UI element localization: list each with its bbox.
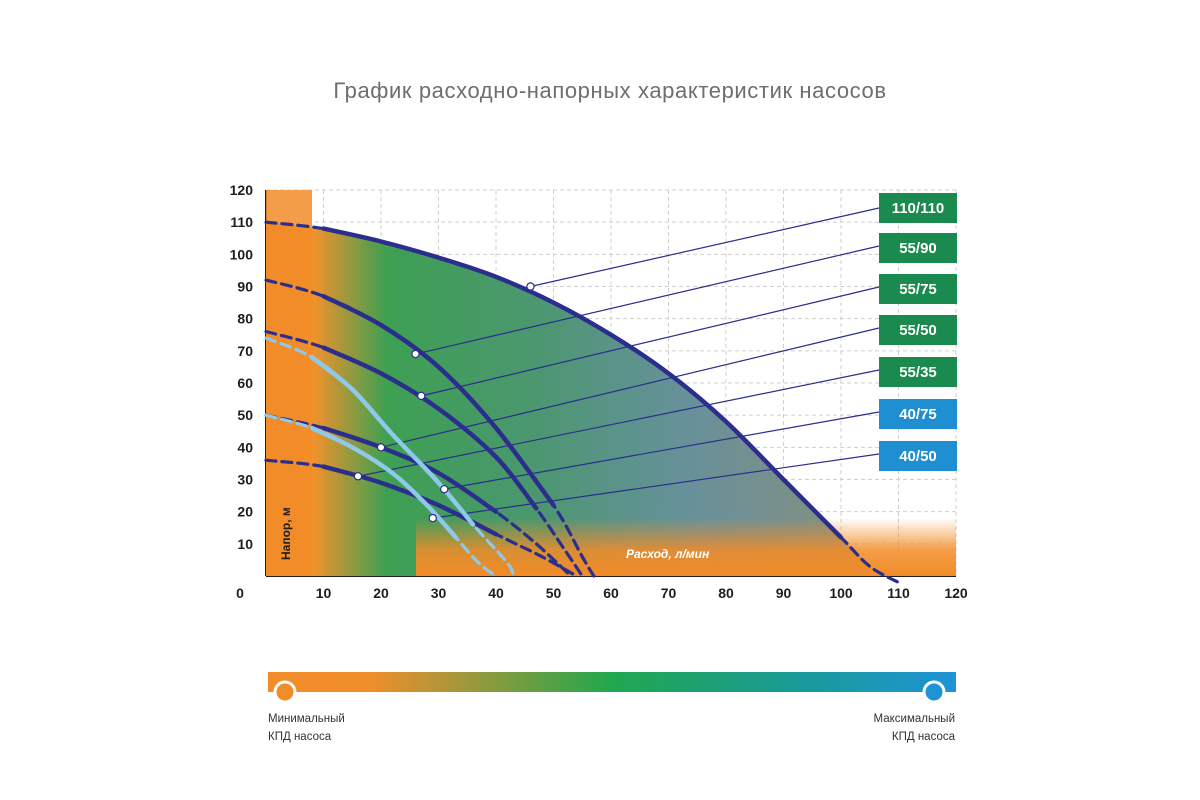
y-tick-label: 110 — [230, 214, 253, 230]
efficiency-zone-left-band — [266, 190, 312, 576]
series-badge-label: 55/75 — [899, 281, 937, 298]
x-axis-label: Расход, л/мин — [626, 547, 710, 561]
y-tick-label: 50 — [237, 407, 253, 423]
series-badge-label: 55/35 — [899, 364, 937, 381]
y-tick-label: 90 — [237, 279, 253, 295]
efficiency-zone-bottom-band — [416, 518, 956, 576]
curve-marker-40-75 — [440, 484, 449, 494]
series-badge-55-90: 55/90 — [879, 233, 957, 263]
x-tick-label: 70 — [661, 585, 677, 601]
x-tick-label: 100 — [829, 585, 853, 601]
pump-curve-55-75 — [321, 345, 539, 511]
curve-markers — [353, 282, 535, 523]
series-badge-55-35: 55/35 — [879, 357, 957, 387]
leader-line-55-90 — [415, 245, 880, 355]
curve-marker-55-90 — [411, 349, 420, 359]
x-tick-label: 0 — [236, 585, 244, 601]
series-badge-bg — [879, 315, 957, 345]
x-tick-label: 20 — [373, 585, 389, 601]
y-tick-label: 100 — [230, 246, 254, 262]
series-badge-bg — [879, 357, 957, 387]
curve-marker-55-75 — [417, 391, 426, 401]
legend-min-line1: Минимальный — [268, 713, 345, 725]
curve-marker-40-50 — [428, 513, 437, 523]
y-tick-label: 80 — [237, 311, 253, 327]
pump-curve-55-50 — [321, 425, 499, 514]
efficiency-zone — [266, 190, 956, 576]
max-efficiency-marker — [922, 680, 946, 704]
series-badge-40-50: 40/50 — [879, 441, 957, 471]
legend-min-line2: КПД насоса — [268, 731, 332, 743]
series-badge-55-50: 55/50 — [879, 315, 957, 345]
y-tick-label: 40 — [237, 439, 253, 455]
axis-ticks: 0 10 20 30 40 50 60 70 80 90 100 110 120 10 20 30 40 50 60… — [230, 182, 968, 601]
x-tick-label: 10 — [316, 585, 332, 601]
series-badge-110-110: 110/110 — [879, 193, 957, 223]
y-axis-label: Напор, м — [279, 507, 293, 560]
series-badge-55-75: 55/75 — [879, 274, 957, 304]
series-badge-40-75: 40/75 — [879, 399, 957, 429]
leader-line-55-35 — [357, 369, 880, 477]
series-badge-bg — [879, 193, 957, 223]
x-tick-label: 110 — [887, 585, 910, 601]
leader-line-40-50 — [432, 453, 880, 519]
leader-line-40-75 — [444, 411, 880, 490]
curve-marker-55-50 — [376, 443, 386, 452]
min-efficiency-marker — [273, 680, 297, 704]
legend-max-line2: КПД насоса — [892, 731, 956, 743]
series-badge-bg — [879, 233, 957, 263]
pump-curve-40-50 — [309, 425, 459, 540]
series-badge-bg — [879, 441, 957, 471]
y-tick-label: 20 — [237, 504, 253, 520]
series-badge-label: 55/90 — [899, 240, 937, 257]
efficiency-legend-bar — [268, 672, 956, 692]
x-tick-label: 120 — [944, 585, 968, 601]
series-badge-label: 55/50 — [899, 322, 937, 339]
y-tick-label: 30 — [237, 472, 253, 488]
series-badge-label: 40/75 — [899, 406, 937, 423]
series-labels: 110/110 55/90 55/75 55/50 55/35 40/75 40/50 — [879, 193, 957, 471]
curve-marker-110-110 — [526, 282, 535, 291]
x-tick-label: 80 — [718, 585, 734, 601]
pump-curve-55-90 — [321, 293, 556, 508]
pump-curves — [264, 220, 901, 584]
series-badge-label: 40/50 — [899, 448, 937, 465]
leader-lines — [357, 207, 880, 519]
x-tick-label: 50 — [546, 585, 562, 601]
leader-line-55-75 — [421, 286, 880, 397]
pump-curve-40-75 — [309, 355, 476, 527]
series-badge-bg — [879, 274, 957, 304]
legend-max-line1: Максимальный — [874, 713, 955, 725]
leader-line-110-110 — [530, 207, 880, 288]
curve-marker-55-35 — [353, 472, 363, 481]
x-tick-label: 90 — [776, 585, 792, 601]
page-title: График расходно-напорных характеристик н… — [333, 78, 887, 103]
series-badge-bg — [879, 399, 957, 429]
x-tick-label: 40 — [488, 585, 504, 601]
pump-curve-110-110 — [321, 226, 844, 540]
y-tick-label: 60 — [237, 375, 253, 391]
y-tick-label: 10 — [237, 536, 253, 552]
y-tick-label: 70 — [237, 343, 253, 359]
x-tick-label: 30 — [431, 585, 447, 601]
series-badge-label: 110/110 — [892, 200, 945, 217]
x-tick-label: 60 — [603, 585, 619, 601]
efficiency-legend: Минимальный КПД насоса Максимальный КПД … — [268, 672, 956, 743]
efficiency-zone-right-fade — [266, 222, 870, 576]
y-tick-label: 120 — [230, 182, 254, 198]
